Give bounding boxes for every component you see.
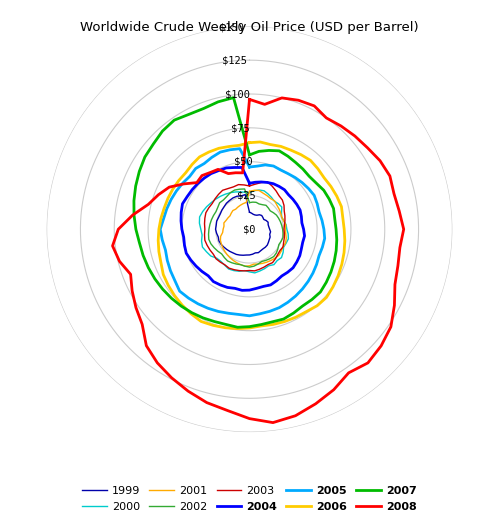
Legend: 1999, 2000, 2001, 2002, 2003, 2004, 2005, 2006, 2007, 2008: 1999, 2000, 2001, 2002, 2003, 2004, 2005… <box>78 482 421 516</box>
Text: Worldwide Crude Weekly Oil Price (USD per Barrel): Worldwide Crude Weekly Oil Price (USD pe… <box>80 21 419 34</box>
Text: $125: $125 <box>222 56 248 66</box>
Text: $25: $25 <box>237 191 256 201</box>
Text: $75: $75 <box>231 123 250 133</box>
Text: $100: $100 <box>225 90 250 100</box>
Text: $50: $50 <box>234 157 253 167</box>
Text: $150: $150 <box>220 22 245 32</box>
Text: $0: $0 <box>243 225 256 234</box>
